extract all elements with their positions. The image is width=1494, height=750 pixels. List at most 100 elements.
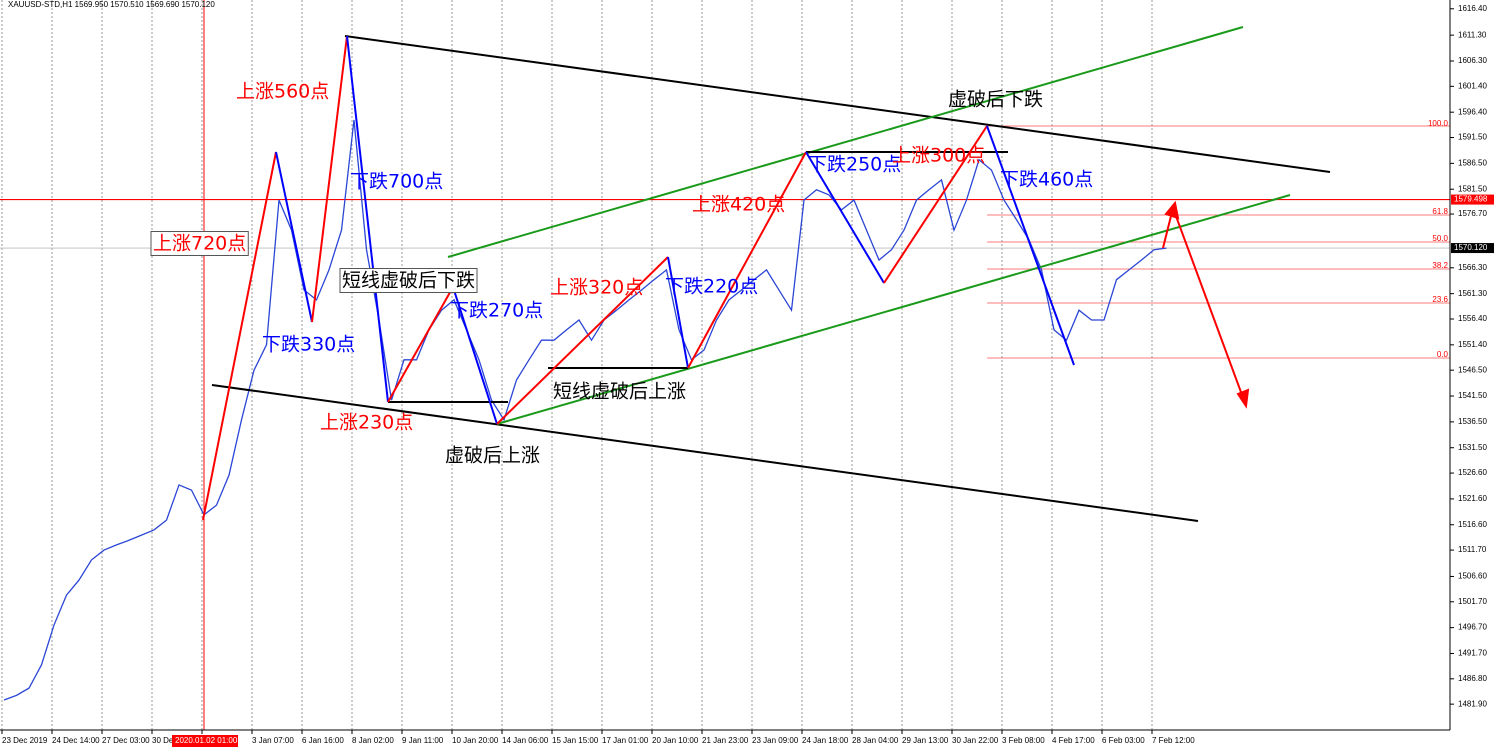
x-tick-label: 23 Jan 09:00 <box>752 736 799 745</box>
x-tick-label: 28 Jan 04:00 <box>852 736 899 745</box>
x-tick-label: 3 Feb 08:00 <box>1002 736 1045 745</box>
fib-label: 50.0 <box>1432 234 1448 243</box>
channel-line <box>211 384 1199 522</box>
y-tick-label: 1601.40 <box>1458 81 1487 90</box>
y-tick-label: 1486.80 <box>1458 674 1487 683</box>
wave-down <box>346 35 389 403</box>
annotation: 上涨300点 <box>892 145 985 167</box>
fib-label: 0.0 <box>1437 350 1449 359</box>
price-label: 1570.120 <box>1454 243 1488 252</box>
y-tick-label: 1606.30 <box>1458 56 1487 65</box>
annotation: 下跌460点 <box>1000 169 1093 191</box>
x-tick-label: 15 Jan 15:00 <box>552 736 599 745</box>
x-tick-label: 6 Jan 16:00 <box>302 736 344 745</box>
x-tick-label: 3 Jan 07:00 <box>252 736 294 745</box>
y-tick-label: 1491.70 <box>1458 649 1487 658</box>
labels: 23 Dec 2019 24 Dec 14:00 27 Dec 03:00 30 De… <box>2 4 1494 747</box>
y-tick-label: 1566.30 <box>1458 263 1487 272</box>
annotation: 上涨560点 <box>236 81 329 103</box>
y-tick-label: 1581.50 <box>1458 184 1487 193</box>
price-label: 1579.498 <box>1454 195 1488 204</box>
y-tick-label: 1551.40 <box>1458 340 1487 349</box>
y-tick-label: 1591.50 <box>1458 133 1487 142</box>
annotation: 下跌330点 <box>262 334 355 356</box>
fib-lines <box>987 125 1450 359</box>
y-tick-label: 1506.60 <box>1458 572 1487 581</box>
annotation-box <box>150 231 249 256</box>
x-tick-label: 14 Jan 06:00 <box>502 736 549 745</box>
x-tick-label: 27 Dec 03:00 <box>102 736 150 745</box>
x-tick-label: 30 Jan 22:00 <box>952 736 999 745</box>
x-tick-label: 6 Feb 03:00 <box>1102 736 1145 745</box>
y-tick-label: 1511.70 <box>1458 545 1487 554</box>
grid <box>1 0 1454 734</box>
channel-line <box>496 194 1291 425</box>
annotation: 上涨320点 <box>550 277 643 299</box>
wave-up <box>687 151 807 369</box>
fib-label: 100.0 <box>1428 119 1449 128</box>
x-tick-label: 17 Jan 01:00 <box>602 736 649 745</box>
fib-label: 38.2 <box>1432 261 1448 270</box>
y-tick-label: 1541.50 <box>1458 391 1487 400</box>
wave-down <box>805 151 885 284</box>
y-tick-label: 1481.90 <box>1458 699 1487 708</box>
wave-up <box>311 35 348 323</box>
y-tick-label: 1616.40 <box>1458 4 1487 13</box>
x-tick-label: 4 Feb 17:00 <box>1052 736 1095 745</box>
wave-down <box>275 151 313 323</box>
annotation: 上涨420点 <box>692 194 785 216</box>
annotation: 下跌250点 <box>808 154 901 176</box>
annotation: 上涨720点 <box>153 233 246 255</box>
annotation: 下跌270点 <box>450 300 543 322</box>
price-line-series <box>3 119 1167 701</box>
wave-up <box>202 151 277 521</box>
drawings <box>202 26 1331 522</box>
price-label-box <box>1451 194 1494 205</box>
wave-down <box>452 286 498 425</box>
fib-label: 23.6 <box>1432 295 1448 304</box>
x-tick-label: 7 Feb 12:00 <box>1152 736 1195 745</box>
y-tick-label: 1501.70 <box>1458 597 1487 606</box>
annotation: 虚破后下跌 <box>948 89 1043 111</box>
annotation-box <box>339 268 478 293</box>
x-tick-label: 20 Jan 10:00 <box>652 736 699 745</box>
y-tick-label: 1521.60 <box>1458 494 1487 503</box>
x-tick-label: 24 Dec 14:00 <box>52 736 100 745</box>
y-tick-label: 1496.70 <box>1458 623 1487 632</box>
wave-down <box>667 256 689 369</box>
y-tick-label: 1611.30 <box>1458 30 1487 39</box>
y-tick-label: 1516.60 <box>1458 520 1487 529</box>
x-tick-label: 10 Jan 20:00 <box>452 736 499 745</box>
channel-line <box>344 35 1331 173</box>
y-tick-label: 1531.50 <box>1458 443 1487 452</box>
price-label-box <box>1451 243 1494 254</box>
x-tick-label: 24 Jan 18:00 <box>802 736 849 745</box>
annotation: 上涨230点 <box>320 412 413 434</box>
symbol-header: XAUUSD-STD,H1 1569.950 1570.510 1569.690… <box>8 0 215 9</box>
x-tick-label: 8 Jan 02:00 <box>352 736 394 745</box>
x-tick-label: 30 Dec <box>152 736 177 745</box>
x-tick-label: 9 Jan 11:00 <box>402 736 444 745</box>
wave-up <box>496 256 669 425</box>
y-tick-label: 1596.40 <box>1458 107 1487 116</box>
y-tick-label: 1561.30 <box>1458 289 1487 298</box>
annotation: 短线虚破后下跌 <box>342 270 475 292</box>
y-tick-label: 1586.50 <box>1458 158 1487 167</box>
y-tick-label: 1536.50 <box>1458 417 1487 426</box>
x-tick-label: 29 Jan 13:00 <box>902 736 949 745</box>
y-tick-label: 1546.50 <box>1458 365 1487 374</box>
x-tick-label: 21 Jan 23:00 <box>702 736 749 745</box>
wave-up <box>883 125 988 284</box>
y-tick-label: 1556.40 <box>1458 314 1487 323</box>
annotation: 下跌220点 <box>665 276 758 298</box>
channel-line <box>447 26 1244 258</box>
crosshair-label: 2020.01.02 01:00 <box>175 736 238 745</box>
annotation: 虚破后上涨 <box>445 445 540 467</box>
annotation: 下跌700点 <box>350 171 443 193</box>
x-tick-label: 23 Dec 2019 <box>2 736 48 745</box>
wave-up <box>387 286 454 403</box>
arrow-head <box>1164 200 1180 220</box>
annotation: 短线虚破后上涨 <box>553 381 686 403</box>
